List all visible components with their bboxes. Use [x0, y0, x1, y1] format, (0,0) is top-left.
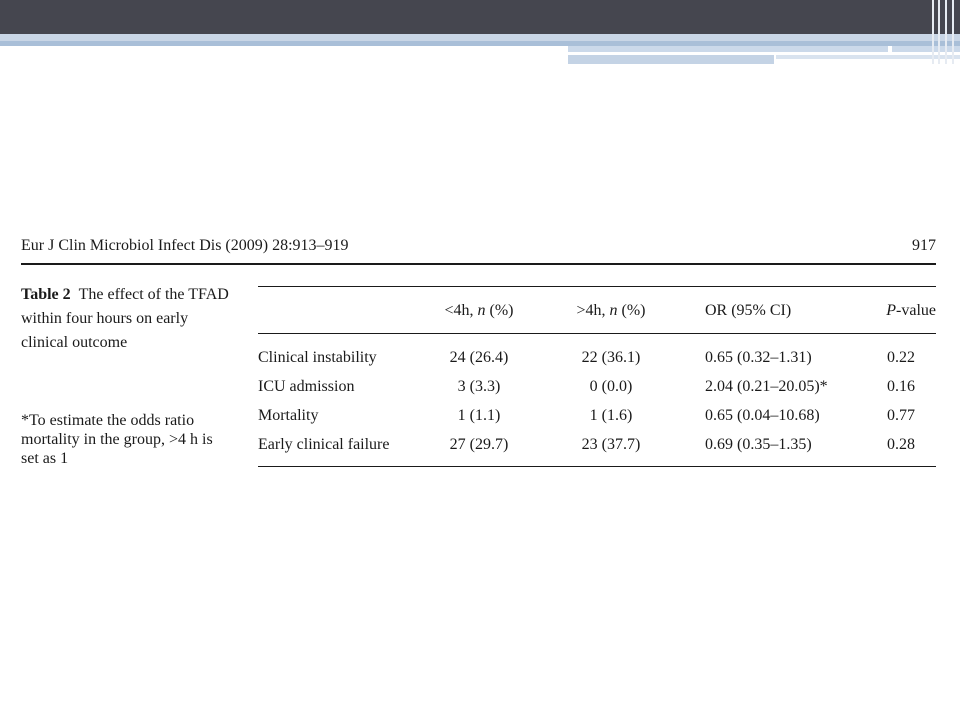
- decorative-band: [776, 55, 960, 59]
- cell-p: 0.28: [887, 436, 915, 453]
- cell-gt4h: 0 (0.0): [589, 378, 633, 395]
- journal-citation: Eur J Clin Microbiol Infect Dis (2009) 2…: [21, 237, 349, 254]
- table-caption-label: Table 2: [21, 286, 71, 303]
- cell-or: 0.69 (0.35–1.35): [705, 436, 812, 453]
- decorative-band: [0, 41, 960, 46]
- column-header-p: P-value: [886, 302, 936, 319]
- decorative-band: [568, 55, 774, 64]
- row-label: Clinical instability: [258, 349, 377, 366]
- cell-p: 0.16: [887, 378, 915, 395]
- header-rule: [21, 263, 936, 265]
- column-header-lt4h: <4h, n (%): [444, 302, 514, 319]
- cell-gt4h: 22 (36.1): [581, 349, 641, 366]
- table-top-rule: [258, 286, 936, 287]
- decorative-stripes: [928, 0, 960, 64]
- page-number: 917: [912, 237, 936, 254]
- column-header-or: OR (95% CI): [705, 302, 792, 319]
- row-label: Early clinical failure: [258, 436, 390, 453]
- cell-p: 0.22: [887, 349, 915, 366]
- table-bottom-rule: [258, 466, 936, 467]
- table-header-rule: [258, 333, 936, 334]
- row-label: ICU admission: [258, 378, 355, 395]
- cell-gt4h: 23 (37.7): [581, 436, 641, 453]
- cell-or: 0.65 (0.04–10.68): [705, 407, 820, 424]
- cell-p: 0.77: [887, 407, 915, 424]
- cell-lt4h: 24 (26.4): [449, 349, 509, 366]
- decorative-band: [0, 34, 960, 41]
- cell-gt4h: 1 (1.6): [589, 407, 633, 424]
- table-caption-text: The effect of the TFAD within four hours…: [21, 286, 229, 351]
- table-caption: Table 2 The effect of the TFAD within fo…: [21, 283, 231, 355]
- cell-lt4h: 1 (1.1): [457, 407, 501, 424]
- decorative-band: [568, 46, 960, 52]
- cell-or: 2.04 (0.21–20.05)*: [705, 378, 828, 395]
- row-label: Mortality: [258, 407, 319, 424]
- cell-lt4h: 27 (29.7): [449, 436, 509, 453]
- cell-or: 0.65 (0.32–1.31): [705, 349, 812, 366]
- slide-title-bar: [0, 0, 960, 34]
- table-footnote: *To estimate the odds ratio mortality in…: [21, 412, 213, 467]
- column-header-gt4h: >4h, n (%): [576, 302, 646, 319]
- cell-lt4h: 3 (3.3): [457, 378, 501, 395]
